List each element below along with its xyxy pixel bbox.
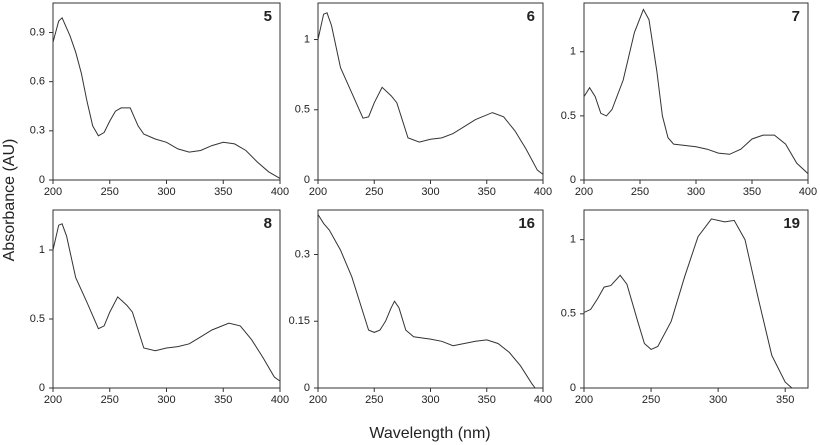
- y-tick-label: 0: [39, 382, 45, 394]
- y-tick-label: 0.5: [30, 313, 45, 325]
- plot-frame: [52, 2, 281, 181]
- x-tick-label: 400: [271, 186, 289, 198]
- panel-title: 19: [783, 215, 800, 232]
- x-tick-label: 200: [309, 186, 327, 198]
- y-tick-label: 1: [570, 46, 576, 58]
- spectrum-line: [317, 214, 536, 389]
- x-tick-label: 400: [271, 394, 289, 406]
- x-tick-label: 400: [534, 394, 552, 406]
- x-tick-label: 200: [575, 394, 593, 406]
- x-tick-label: 350: [743, 186, 761, 198]
- y-tick-label: 0.5: [561, 308, 576, 320]
- x-axis-label: Wavelength (nm): [369, 425, 490, 442]
- x-tick-label: 350: [478, 394, 496, 406]
- plot-frame: [317, 2, 544, 181]
- x-tick-label: 350: [478, 186, 496, 198]
- x-tick-label: 250: [365, 186, 383, 198]
- panel-title: 7: [792, 8, 800, 25]
- x-tick-label: 300: [157, 186, 175, 198]
- plot-frame: [317, 209, 544, 389]
- x-tick-label: 400: [534, 186, 552, 198]
- x-tick-label: 350: [776, 394, 794, 406]
- y-tick-label: 0.6: [30, 76, 45, 88]
- x-tick-label: 200: [44, 394, 62, 406]
- y-tick-label: 1: [39, 244, 45, 256]
- x-tick-label: 300: [709, 394, 727, 406]
- y-tick-label: 0: [304, 382, 310, 394]
- y-tick-label: 0.9: [30, 26, 45, 38]
- x-tick-label: 250: [101, 394, 119, 406]
- panel-title: 5: [264, 8, 272, 25]
- plot-frame: [52, 209, 281, 389]
- panel-title: 8: [264, 215, 272, 232]
- x-tick-label: 400: [799, 186, 817, 198]
- y-tick-label: 0.15: [289, 315, 310, 327]
- spectrum-line: [583, 8, 809, 174]
- plot-frame: [583, 209, 809, 389]
- y-tick-label: 0: [570, 174, 576, 186]
- x-tick-label: 250: [642, 394, 660, 406]
- x-tick-label: 350: [214, 186, 232, 198]
- x-tick-label: 250: [101, 186, 119, 198]
- x-tick-label: 250: [365, 394, 383, 406]
- x-tick-label: 250: [631, 186, 649, 198]
- spectrum-line: [52, 223, 281, 382]
- x-tick-label: 200: [309, 394, 327, 406]
- spectrum-line: [317, 12, 544, 175]
- y-tick-label: 0.3: [295, 248, 310, 260]
- x-tick-label: 200: [44, 186, 62, 198]
- x-tick-label: 200: [575, 186, 593, 198]
- panel-title: 6: [527, 8, 535, 25]
- y-tick-label: 0: [304, 174, 310, 186]
- y-tick-label: 1: [570, 234, 576, 246]
- y-axis-label: Absorbance (AU): [1, 139, 18, 262]
- panel-title: 16: [518, 215, 535, 232]
- x-tick-label: 300: [157, 394, 175, 406]
- y-tick-label: 0: [570, 382, 576, 394]
- y-tick-label: 0.5: [561, 110, 576, 122]
- x-tick-label: 300: [421, 394, 439, 406]
- y-tick-label: 0: [39, 174, 45, 186]
- x-tick-label: 300: [421, 186, 439, 198]
- spectrum-line: [52, 16, 281, 179]
- y-tick-label: 1: [304, 33, 310, 45]
- y-tick-label: 0.5: [295, 104, 310, 116]
- plot-frame: [583, 2, 809, 181]
- x-tick-label: 300: [687, 186, 705, 198]
- x-tick-label: 350: [214, 394, 232, 406]
- spectrum-line: [583, 218, 793, 389]
- y-tick-label: 0.3: [30, 125, 45, 137]
